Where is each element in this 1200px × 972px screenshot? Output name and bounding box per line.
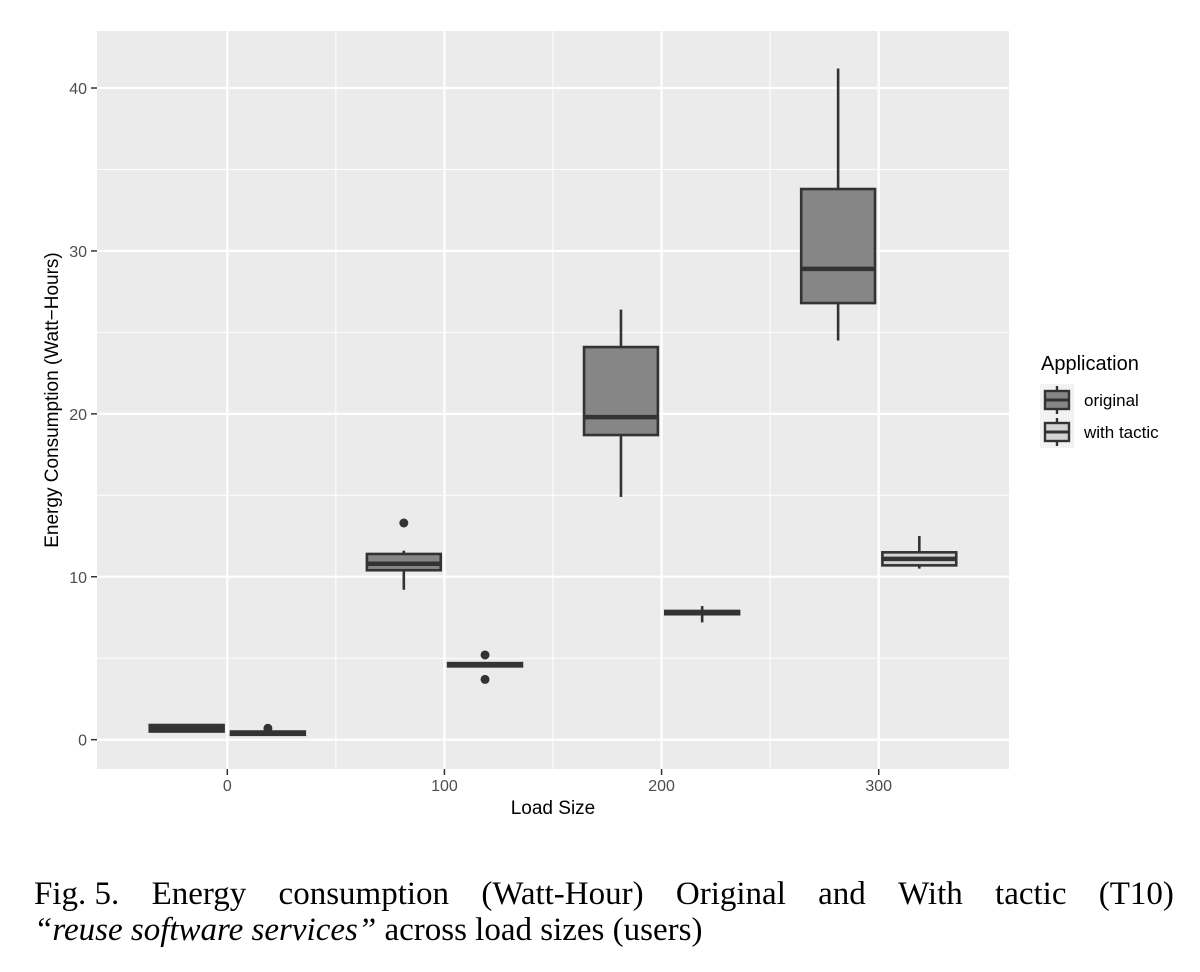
box-with-tactic-0 — [229, 723, 307, 737]
y-tick-label: 40 — [69, 81, 87, 98]
legend-key-with-tactic — [1040, 416, 1074, 448]
caption-italic-title: “reuse software services” — [34, 912, 377, 948]
boxplot-chart: 0 10 20 30 40 0 100 200 300 Load Size Energy Consu… — [42, 31, 1159, 819]
y-tick-label: 0 — [78, 733, 87, 750]
caption-rest: across load sizes (users) — [376, 912, 703, 948]
box-with-tactic-200 — [663, 606, 741, 623]
caption-word: and — [818, 876, 866, 912]
box-original-200 — [582, 309, 660, 497]
y-tick-label: 30 — [69, 244, 87, 261]
box-iqr — [799, 187, 877, 305]
caption-word: (T10) — [1098, 876, 1174, 912]
figure-caption: Fig. 5. Energy consumption (Watt-Hour) Origi… — [34, 876, 1174, 948]
outlier-point — [263, 723, 273, 733]
caption-word: tactic — [995, 876, 1067, 912]
box-with-tactic-100 — [446, 650, 524, 684]
x-axis-title: Load Size — [511, 798, 596, 819]
box-original-100 — [365, 518, 443, 590]
outlier-point — [399, 518, 409, 528]
caption-line-1: Fig. 5. Energy consumption (Watt-Hour) Origi… — [34, 876, 1174, 912]
caption-word: Fig. 5. — [34, 876, 120, 912]
caption-line-2: “reuse software services” across load si… — [34, 912, 1174, 948]
caption-word: (Watt-Hour) — [481, 876, 644, 912]
legend-key-original — [1040, 384, 1074, 416]
box-original-0 — [148, 723, 225, 733]
y-axis-title: Energy Consumption (Watt−Hours) — [42, 252, 63, 548]
x-tick-label: 100 — [431, 778, 458, 795]
caption-word: Original — [675, 876, 786, 912]
legend-title: Application — [1041, 353, 1139, 375]
y-tick-label: 10 — [69, 570, 87, 587]
caption-word: With — [898, 876, 963, 912]
outlier-point — [480, 674, 490, 684]
box-with-tactic-300 — [881, 536, 958, 569]
legend-label: original — [1084, 391, 1139, 410]
x-tick-label: 0 — [223, 778, 232, 795]
box-iqr — [582, 345, 660, 437]
x-tick-label: 200 — [648, 778, 675, 795]
caption-word: Energy — [151, 876, 247, 912]
y-tick-label: 20 — [69, 407, 87, 424]
box-original-300 — [799, 68, 877, 341]
outlier-point — [480, 650, 490, 660]
x-tick-label: 300 — [865, 778, 892, 795]
caption-word: consumption — [278, 876, 450, 912]
legend-label: with tactic — [1083, 423, 1159, 442]
